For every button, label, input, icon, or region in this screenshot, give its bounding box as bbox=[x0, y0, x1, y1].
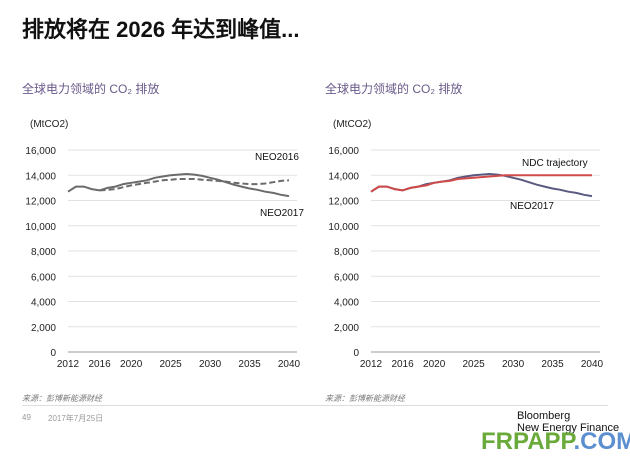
y-tick-label: 2,000 bbox=[334, 323, 359, 334]
x-tick-label: 2040 bbox=[278, 359, 301, 370]
source-right: 来源：彭博新能源财经 bbox=[325, 394, 405, 403]
series-label: NEO2016 bbox=[255, 152, 299, 163]
y-unit-right: (MtCO2) bbox=[333, 119, 372, 130]
x-tick-label: 2012 bbox=[360, 359, 383, 370]
x-tick-label: 2012 bbox=[57, 359, 80, 370]
watermark: FRPAPP.COM bbox=[481, 428, 630, 455]
y-tick-label: 8,000 bbox=[334, 247, 359, 258]
x-tick-label: 2020 bbox=[120, 359, 143, 370]
y-unit-left: (MtCO2) bbox=[30, 119, 69, 130]
y-tick-label: 8,000 bbox=[31, 247, 56, 258]
y-tick-label: 0 bbox=[50, 348, 56, 359]
x-tick-label: 2016 bbox=[391, 359, 414, 370]
x-tick-label: 2035 bbox=[541, 359, 564, 370]
y-tick-label: 4,000 bbox=[31, 298, 56, 309]
series-line-ndc-trajectory bbox=[370, 174, 592, 193]
logo: Bloomberg New Energy Finance bbox=[517, 410, 620, 434]
date: 2017年7月25日 bbox=[48, 414, 104, 423]
footer-divider bbox=[22, 405, 608, 406]
y-tick-label: 12,000 bbox=[25, 197, 56, 208]
x-tick-label: 2030 bbox=[199, 359, 222, 370]
x-tick-label: 2020 bbox=[423, 359, 446, 370]
series-label: NEO2017 bbox=[260, 208, 304, 219]
y-tick-label: 16,000 bbox=[25, 146, 56, 157]
x-tick-label: 2035 bbox=[238, 359, 261, 370]
x-tick-label: 2025 bbox=[462, 359, 485, 370]
page-number: 49 bbox=[22, 413, 31, 422]
x-tick-label: 2025 bbox=[159, 359, 182, 370]
chart-title-right: 全球电力领域的 CO₂ 排放 bbox=[325, 82, 463, 96]
y-tick-label: 12,000 bbox=[328, 197, 359, 208]
series-label: NDC trajectory bbox=[522, 158, 588, 169]
x-tick-label: 2030 bbox=[502, 359, 525, 370]
x-tick-label: 2040 bbox=[581, 359, 604, 370]
series-line-neo2016 bbox=[99, 178, 290, 192]
page-title: 排放将在 2026 年达到峰值... bbox=[22, 17, 300, 42]
y-tick-label: 6,000 bbox=[334, 272, 359, 283]
y-tick-label: 14,000 bbox=[328, 171, 359, 182]
x-tick-label: 2016 bbox=[88, 359, 111, 370]
series-label: NEO2017 bbox=[510, 201, 554, 212]
chart-title-left: 全球电力领域的 CO₂ 排放 bbox=[22, 82, 160, 96]
source-left: 来源：彭博新能源财经 bbox=[22, 394, 102, 403]
y-tick-label: 4,000 bbox=[334, 298, 359, 309]
y-tick-label: 14,000 bbox=[25, 171, 56, 182]
y-tick-label: 0 bbox=[353, 348, 359, 359]
y-tick-label: 6,000 bbox=[31, 272, 56, 283]
y-tick-label: 2,000 bbox=[31, 323, 56, 334]
y-tick-label: 10,000 bbox=[328, 222, 359, 233]
series-line-neo2017 bbox=[67, 172, 290, 198]
y-tick-label: 10,000 bbox=[25, 222, 56, 233]
y-tick-label: 16,000 bbox=[328, 146, 359, 157]
